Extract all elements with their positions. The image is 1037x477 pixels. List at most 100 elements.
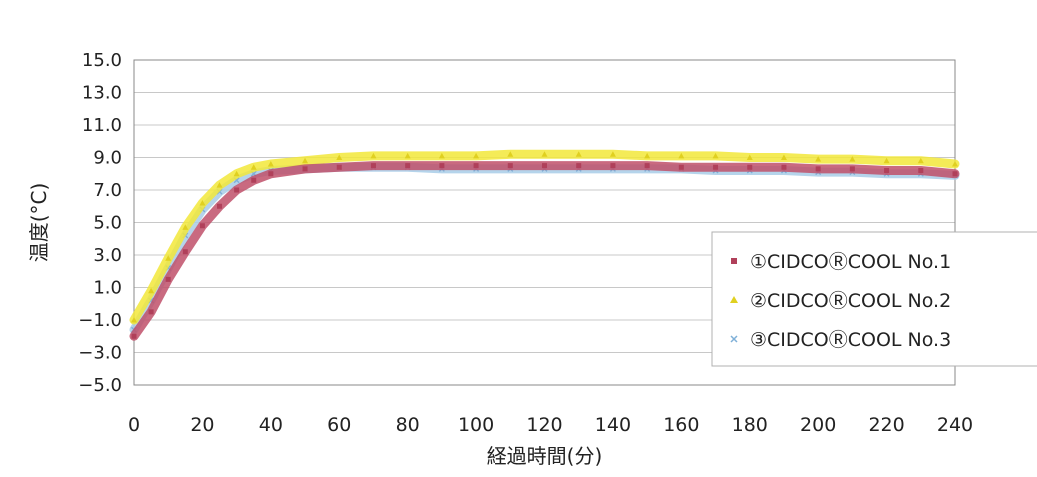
data-point — [849, 166, 855, 172]
data-point — [216, 182, 223, 188]
data-point — [780, 154, 787, 160]
data-point — [370, 152, 377, 159]
series-2 — [129, 149, 960, 325]
data-point — [952, 161, 958, 167]
series — [129, 149, 960, 341]
data-point — [439, 163, 445, 169]
data-point — [883, 157, 890, 164]
y-tick-label: 9.0 — [93, 148, 122, 169]
x-axis-title: 経過時間(分) — [487, 444, 603, 468]
legend-marker — [730, 296, 738, 303]
legend-label: ①CIDCOⓇCOOL No.1 — [750, 251, 951, 273]
data-point — [302, 166, 308, 172]
y-tick-label: 7.0 — [93, 180, 122, 201]
data-point — [336, 164, 342, 170]
data-point — [575, 151, 582, 157]
y-axis-title: 温度(°C) — [27, 183, 51, 263]
data-point — [148, 309, 154, 315]
x-tick-label: 160 — [663, 414, 699, 436]
data-point — [610, 163, 616, 169]
data-point — [815, 166, 821, 172]
data-point — [644, 152, 651, 159]
y-axis-ticks: 15.0 13.0 11.0 9.0 7.0 5.0 3.0 1.0 −1.0 −3.0 −5.0 — [78, 50, 122, 396]
data-point — [182, 249, 188, 255]
data-point — [250, 164, 257, 170]
data-point — [131, 317, 137, 323]
y-tick-label: 1.0 — [93, 278, 122, 299]
series-1 — [129, 161, 960, 341]
data-point — [473, 152, 480, 159]
x-tick-label: 180 — [732, 414, 768, 436]
y-tick-label: 11.0 — [82, 115, 122, 136]
data-point — [404, 152, 411, 159]
data-point — [438, 152, 445, 159]
data-point — [609, 151, 616, 157]
data-point — [507, 163, 513, 169]
data-point — [131, 333, 137, 339]
data-point — [268, 171, 274, 177]
y-tick-label: 13.0 — [82, 83, 122, 104]
data-point — [217, 203, 223, 209]
data-point — [815, 156, 822, 162]
data-point — [199, 223, 205, 229]
data-point — [747, 164, 753, 170]
legend-label: ③CIDCOⓇCOOL No.3 — [750, 329, 951, 351]
data-point — [507, 151, 514, 157]
x-tick-label: 120 — [526, 414, 562, 436]
y-tick-label: −3.0 — [78, 343, 122, 364]
legend-box — [711, 231, 1037, 367]
data-point — [678, 152, 685, 159]
data-point — [267, 161, 274, 167]
plot-frame — [133, 59, 956, 386]
x-tick-label: 0 — [128, 414, 140, 436]
x-tick-label: 80 — [396, 414, 420, 436]
data-point — [849, 156, 856, 162]
data-point — [952, 171, 958, 177]
data-point — [405, 163, 411, 169]
data-point — [576, 163, 582, 169]
x-tick-label: 40 — [259, 414, 283, 436]
data-point — [233, 170, 240, 177]
x-tick-label: 240 — [937, 414, 973, 436]
data-point — [199, 200, 206, 206]
legend-item-3: ③CIDCOⓇCOOL No.3 — [730, 329, 951, 351]
grid — [134, 92, 955, 353]
data-point — [781, 164, 787, 170]
x-tick-label: 140 — [595, 414, 631, 436]
legend: ①CIDCOⓇCOOL No.1 ②CIDCOⓇCOOL No.2 ③CIDCOⓇC… — [711, 231, 1037, 367]
y-tick-label: −5.0 — [78, 375, 122, 396]
data-point — [251, 177, 257, 183]
data-point — [713, 164, 719, 170]
legend-item-1: ①CIDCOⓇCOOL No.1 — [731, 251, 951, 273]
y-tick-label: 3.0 — [93, 245, 122, 266]
data-point — [302, 157, 309, 164]
data-point — [644, 163, 650, 169]
data-point — [746, 154, 753, 160]
data-point — [712, 152, 719, 159]
data-point — [234, 187, 240, 193]
data-point — [678, 164, 684, 170]
data-point — [336, 154, 343, 160]
data-point — [884, 168, 890, 173]
x-tick-label: 220 — [868, 414, 904, 436]
x-tick-label: 60 — [327, 414, 351, 436]
data-point — [473, 163, 479, 169]
x-axis-ticks: 0 20 40 60 80 100 120 140 160 180 200 220 240 — [128, 414, 973, 436]
data-point — [370, 163, 376, 169]
legend-marker — [731, 258, 737, 264]
x-tick-label: 20 — [190, 414, 214, 436]
x-tick-label: 200 — [800, 414, 836, 436]
legend-label: ②CIDCOⓇCOOL No.2 — [750, 290, 951, 312]
data-point — [165, 255, 172, 261]
data-point — [165, 276, 171, 282]
y-tick-label: 5.0 — [93, 213, 122, 234]
y-tick-label: 15.0 — [82, 50, 122, 71]
x-tick-label: 100 — [458, 414, 494, 436]
data-point — [918, 168, 924, 173]
legend-marker — [730, 335, 738, 343]
data-point — [541, 151, 548, 157]
data-point — [182, 224, 189, 230]
y-tick-label: −1.0 — [78, 310, 122, 331]
